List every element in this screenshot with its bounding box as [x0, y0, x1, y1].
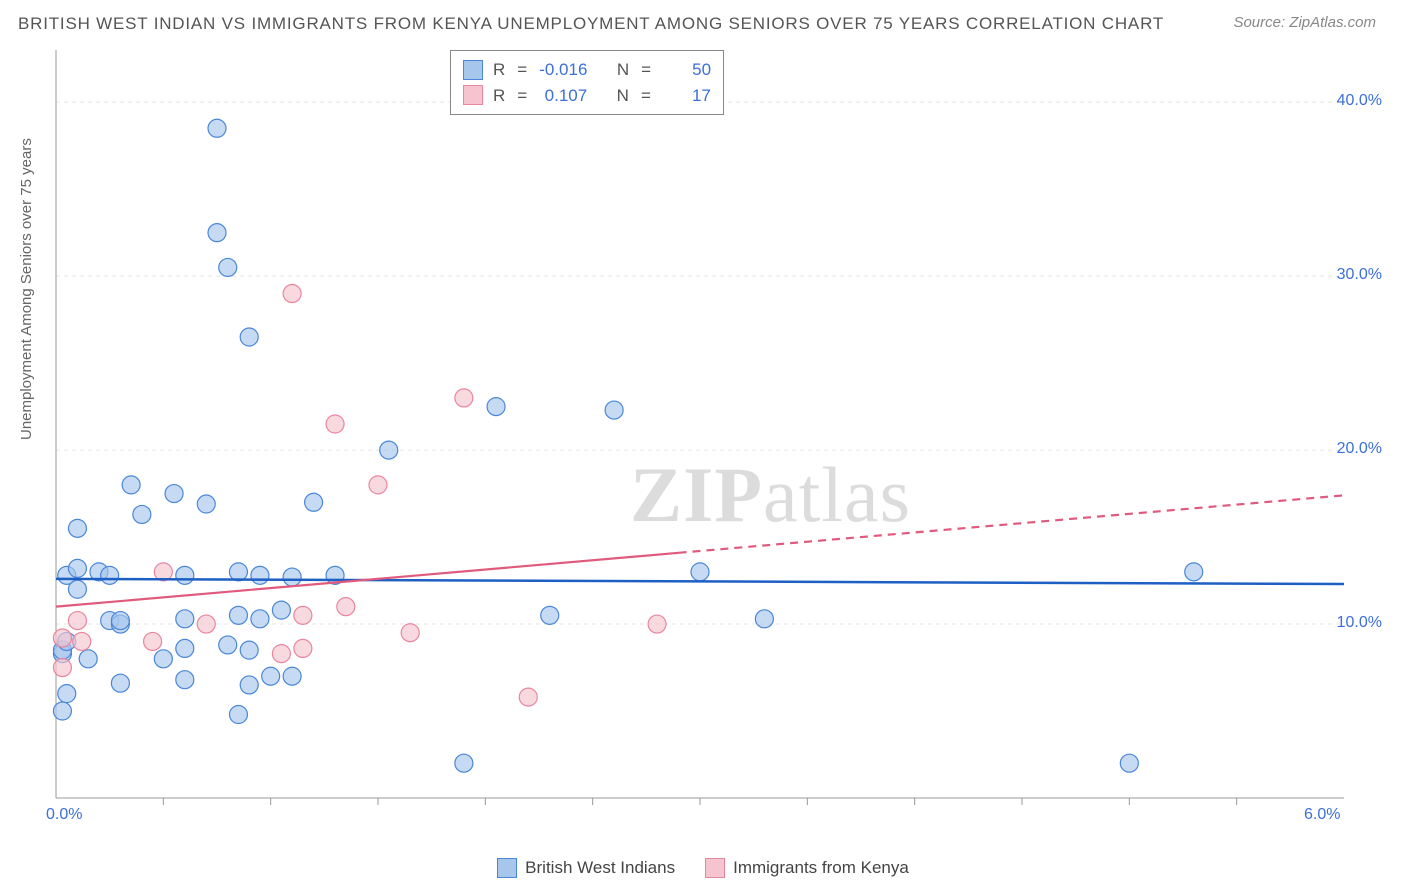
equals-sign: = — [517, 57, 527, 83]
n-value: 17 — [663, 83, 711, 109]
scatter-chart — [50, 50, 1380, 820]
r-label: R — [493, 83, 505, 109]
r-value: -0.016 — [539, 57, 587, 83]
source-credit: Source: ZipAtlas.com — [1233, 14, 1376, 31]
legend-label: British West Indians — [525, 858, 675, 878]
n-value: 50 — [663, 57, 711, 83]
y-axis-label: Unemployment Among Seniors over 75 years — [18, 138, 35, 440]
n-label: N — [617, 57, 629, 83]
legend-item-pink: Immigrants from Kenya — [705, 858, 909, 878]
y-tick-label: 30.0% — [1337, 266, 1382, 284]
n-label: N — [617, 83, 629, 109]
stats-row-blue: R = -0.016 N = 50 — [463, 57, 711, 83]
r-label: R — [493, 57, 505, 83]
stats-row-pink: R = 0.107 N = 17 — [463, 83, 711, 109]
r-value: 0.107 — [539, 83, 587, 109]
bottom-legend: British West Indians Immigrants from Ken… — [0, 858, 1406, 878]
equals-sign: = — [641, 83, 651, 109]
swatch-blue-icon — [463, 60, 483, 80]
correlation-stats-box: R = -0.016 N = 50 R = 0.107 N = 17 — [450, 50, 724, 115]
swatch-pink-icon — [463, 85, 483, 105]
x-tick-label: 6.0% — [1304, 806, 1340, 824]
equals-sign: = — [517, 83, 527, 109]
x-tick-label: 0.0% — [46, 806, 82, 824]
swatch-blue-icon — [497, 858, 517, 878]
y-tick-label: 20.0% — [1337, 440, 1382, 458]
chart-title: BRITISH WEST INDIAN VS IMMIGRANTS FROM K… — [18, 14, 1164, 34]
y-tick-label: 10.0% — [1337, 614, 1382, 632]
y-tick-label: 40.0% — [1337, 92, 1382, 110]
plot-area: ZIPatlas 10.0%20.0%30.0%40.0%0.0%6.0% — [50, 50, 1380, 820]
swatch-pink-icon — [705, 858, 725, 878]
equals-sign: = — [641, 57, 651, 83]
legend-label: Immigrants from Kenya — [733, 858, 909, 878]
legend-item-blue: British West Indians — [497, 858, 675, 878]
